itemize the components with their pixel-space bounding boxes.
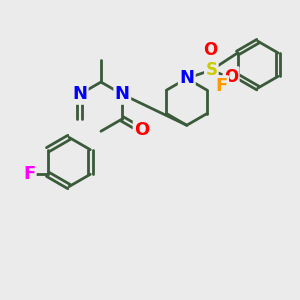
Text: F: F — [23, 165, 35, 183]
Text: O: O — [224, 68, 238, 85]
Text: N: N — [72, 85, 87, 103]
Text: N: N — [179, 69, 194, 87]
Text: S: S — [206, 61, 218, 79]
Text: F: F — [215, 76, 228, 95]
Text: O: O — [134, 121, 149, 139]
Text: O: O — [203, 41, 217, 59]
Text: N: N — [115, 85, 130, 103]
